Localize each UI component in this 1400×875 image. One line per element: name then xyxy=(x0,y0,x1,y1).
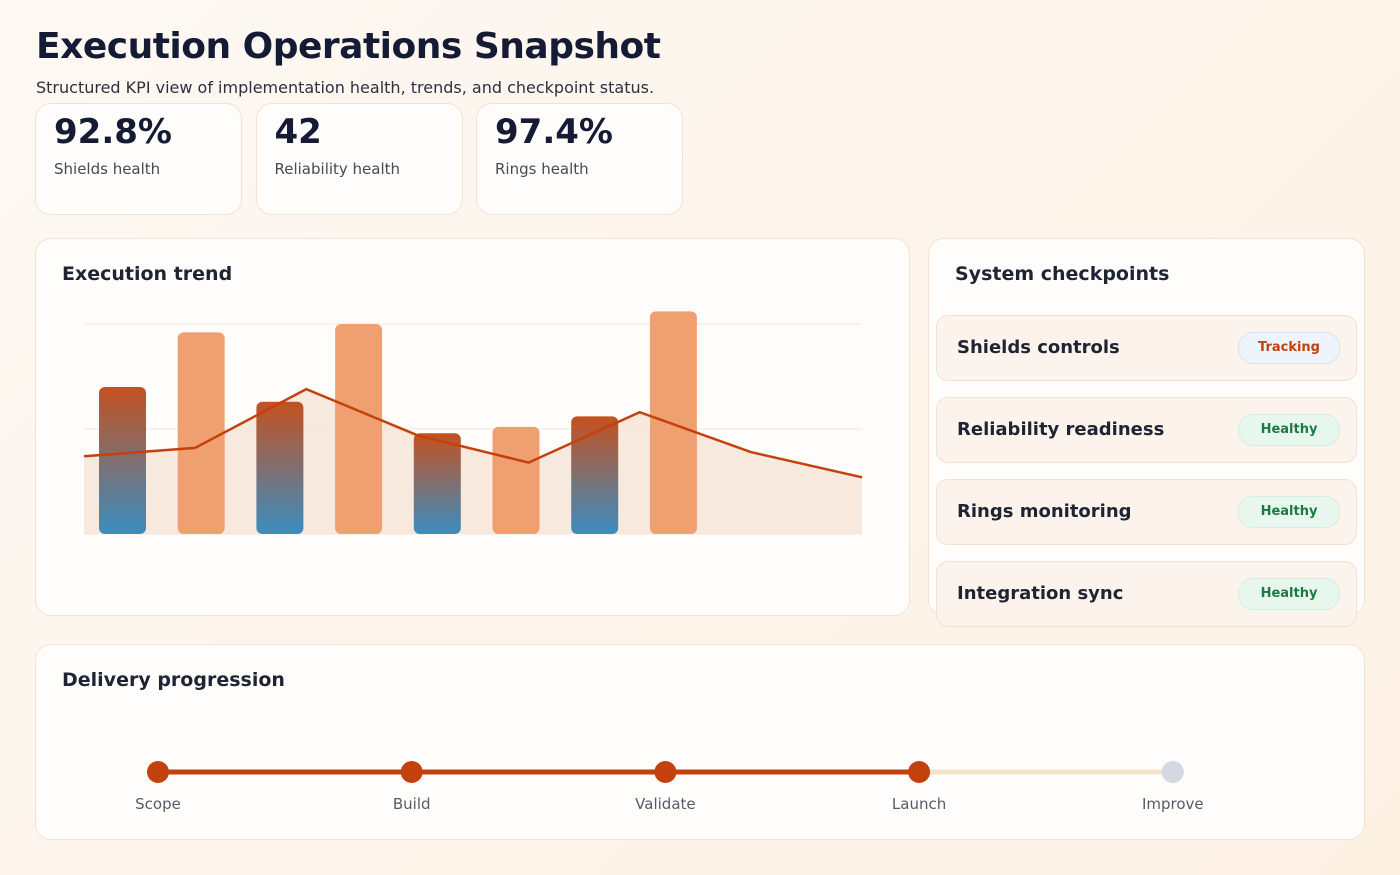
bar xyxy=(649,311,697,534)
card-title: Delivery progression xyxy=(62,669,285,691)
bar xyxy=(413,433,461,534)
status-pill: Healthy xyxy=(1238,578,1340,610)
step-dot xyxy=(400,761,423,783)
kpi-value: 97.4% xyxy=(495,112,613,152)
checkpoint-name: Shields controls xyxy=(957,337,1120,358)
bar xyxy=(177,332,225,534)
checkpoint-name: Reliability readiness xyxy=(957,419,1165,440)
page-subtitle: Structured KPI view of implementation he… xyxy=(36,78,655,97)
kpi-value: 92.8% xyxy=(54,112,172,152)
progress-track: Scope Build Validate Launch Improve xyxy=(135,761,1204,813)
checkpoint-row: Integration sync Healthy xyxy=(936,561,1357,627)
kpi-value: 42 xyxy=(274,112,322,152)
checkpoint-name: Integration sync xyxy=(957,583,1124,604)
bar xyxy=(99,387,146,534)
chart xyxy=(83,311,863,535)
kpi-label: Shields health xyxy=(54,160,161,178)
step-label: Build xyxy=(393,795,431,813)
page-title: Execution Operations Snapshot xyxy=(36,26,661,67)
kpi-card: 42 Reliability health xyxy=(255,103,463,215)
bar xyxy=(571,416,619,534)
step-dot xyxy=(908,761,931,783)
checkpoint-row: Shields controls Tracking xyxy=(936,315,1357,381)
checkpoint-row: Reliability readiness Healthy xyxy=(936,397,1357,463)
kpi-label: Reliability health xyxy=(274,160,401,178)
status-pill: Healthy xyxy=(1238,414,1340,446)
step-dot xyxy=(147,761,169,783)
checkpoint-name: Rings monitoring xyxy=(957,501,1132,522)
trend-line xyxy=(83,387,863,479)
step-label: Launch xyxy=(892,795,946,813)
step-dot xyxy=(1161,761,1184,783)
bar xyxy=(335,324,383,534)
trend-card: Execution trend xyxy=(35,238,910,616)
step-label: Scope xyxy=(135,795,181,813)
progression-card: Delivery progression Scope Build Validate L… xyxy=(35,644,1365,840)
kpi-card: 97.4% Rings health xyxy=(476,103,683,215)
step-label: Improve xyxy=(1142,795,1204,813)
kpi-card: 92.8% Shields health xyxy=(35,103,242,215)
step-label: Validate xyxy=(635,795,695,813)
checkpoint-row: Rings monitoring Healthy xyxy=(936,479,1357,545)
status-pill: Tracking xyxy=(1238,332,1340,364)
kpi-label: Rings health xyxy=(495,160,589,178)
bar xyxy=(256,401,304,534)
step-dot xyxy=(654,761,677,783)
card-title: System checkpoints xyxy=(955,263,1170,285)
card-title: Execution trend xyxy=(62,263,233,285)
bar xyxy=(492,426,540,534)
status-pill: Healthy xyxy=(1238,496,1340,528)
